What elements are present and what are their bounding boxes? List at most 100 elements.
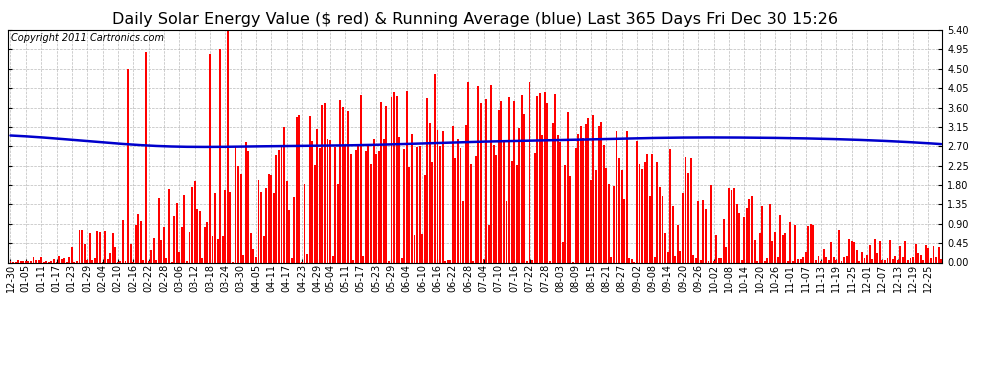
Bar	[388, 261, 390, 262]
Bar	[823, 249, 825, 262]
Bar	[672, 206, 673, 262]
Bar	[731, 190, 733, 262]
Bar	[470, 164, 471, 262]
Bar	[94, 258, 96, 262]
Bar	[626, 131, 628, 262]
Bar	[354, 150, 356, 262]
Bar	[206, 222, 208, 262]
Bar	[227, 31, 229, 262]
Bar	[756, 261, 758, 262]
Bar	[76, 261, 78, 262]
Bar	[372, 138, 374, 262]
Bar	[776, 257, 778, 262]
Bar	[841, 261, 842, 262]
Bar	[902, 257, 904, 262]
Bar	[86, 260, 88, 262]
Text: Copyright 2011 Cartronics.com: Copyright 2011 Cartronics.com	[11, 33, 163, 44]
Bar	[370, 164, 372, 262]
Bar	[319, 148, 321, 262]
Bar	[666, 252, 668, 262]
Bar	[539, 93, 541, 262]
Bar	[434, 75, 436, 262]
Bar	[818, 256, 820, 262]
Bar	[25, 261, 27, 262]
Bar	[383, 139, 385, 262]
Bar	[437, 130, 439, 262]
Bar	[595, 170, 597, 262]
Bar	[365, 151, 367, 262]
Bar	[157, 198, 159, 262]
Bar	[252, 249, 254, 262]
Bar	[191, 188, 193, 262]
Bar	[217, 239, 219, 262]
Bar	[897, 260, 899, 262]
Bar	[304, 184, 306, 262]
Bar	[774, 232, 776, 262]
Bar	[802, 256, 804, 262]
Bar	[60, 259, 62, 262]
Bar	[577, 134, 579, 262]
Bar	[115, 247, 116, 262]
Bar	[708, 261, 710, 262]
Bar	[876, 254, 878, 262]
Bar	[81, 230, 83, 262]
Bar	[848, 238, 850, 262]
Bar	[20, 261, 22, 262]
Bar	[186, 261, 188, 262]
Bar	[603, 145, 605, 262]
Bar	[861, 252, 863, 262]
Bar	[337, 184, 339, 262]
Bar	[286, 181, 287, 262]
Bar	[248, 151, 249, 262]
Bar	[585, 124, 587, 262]
Bar	[222, 236, 224, 262]
Bar	[273, 193, 275, 262]
Bar	[58, 256, 60, 262]
Bar	[917, 253, 919, 262]
Bar	[605, 168, 607, 262]
Bar	[467, 82, 469, 262]
Bar	[743, 217, 745, 262]
Bar	[262, 236, 264, 262]
Bar	[127, 69, 129, 262]
Bar	[761, 206, 763, 262]
Bar	[582, 138, 584, 262]
Bar	[561, 242, 563, 262]
Bar	[853, 242, 855, 262]
Bar	[472, 261, 474, 262]
Bar	[542, 135, 544, 262]
Bar	[713, 261, 715, 262]
Bar	[598, 126, 600, 262]
Bar	[225, 190, 227, 262]
Bar	[554, 94, 556, 262]
Bar	[332, 256, 334, 262]
Bar	[936, 256, 938, 262]
Bar	[529, 82, 531, 262]
Bar	[38, 260, 40, 262]
Bar	[393, 92, 395, 262]
Bar	[155, 260, 157, 262]
Bar	[636, 141, 638, 262]
Bar	[766, 258, 768, 262]
Bar	[493, 145, 495, 262]
Bar	[656, 162, 658, 262]
Bar	[278, 150, 280, 262]
Bar	[549, 261, 551, 262]
Bar	[659, 188, 661, 262]
Bar	[421, 234, 423, 262]
Bar	[23, 261, 24, 262]
Bar	[833, 257, 835, 262]
Bar	[152, 238, 154, 262]
Bar	[923, 260, 925, 262]
Bar	[715, 235, 717, 262]
Bar	[498, 110, 500, 262]
Bar	[91, 260, 93, 262]
Bar	[265, 188, 267, 262]
Bar	[692, 255, 694, 262]
Bar	[531, 260, 533, 262]
Bar	[524, 114, 526, 262]
Bar	[559, 141, 561, 262]
Bar	[230, 192, 232, 262]
Bar	[196, 209, 198, 262]
Bar	[682, 194, 684, 262]
